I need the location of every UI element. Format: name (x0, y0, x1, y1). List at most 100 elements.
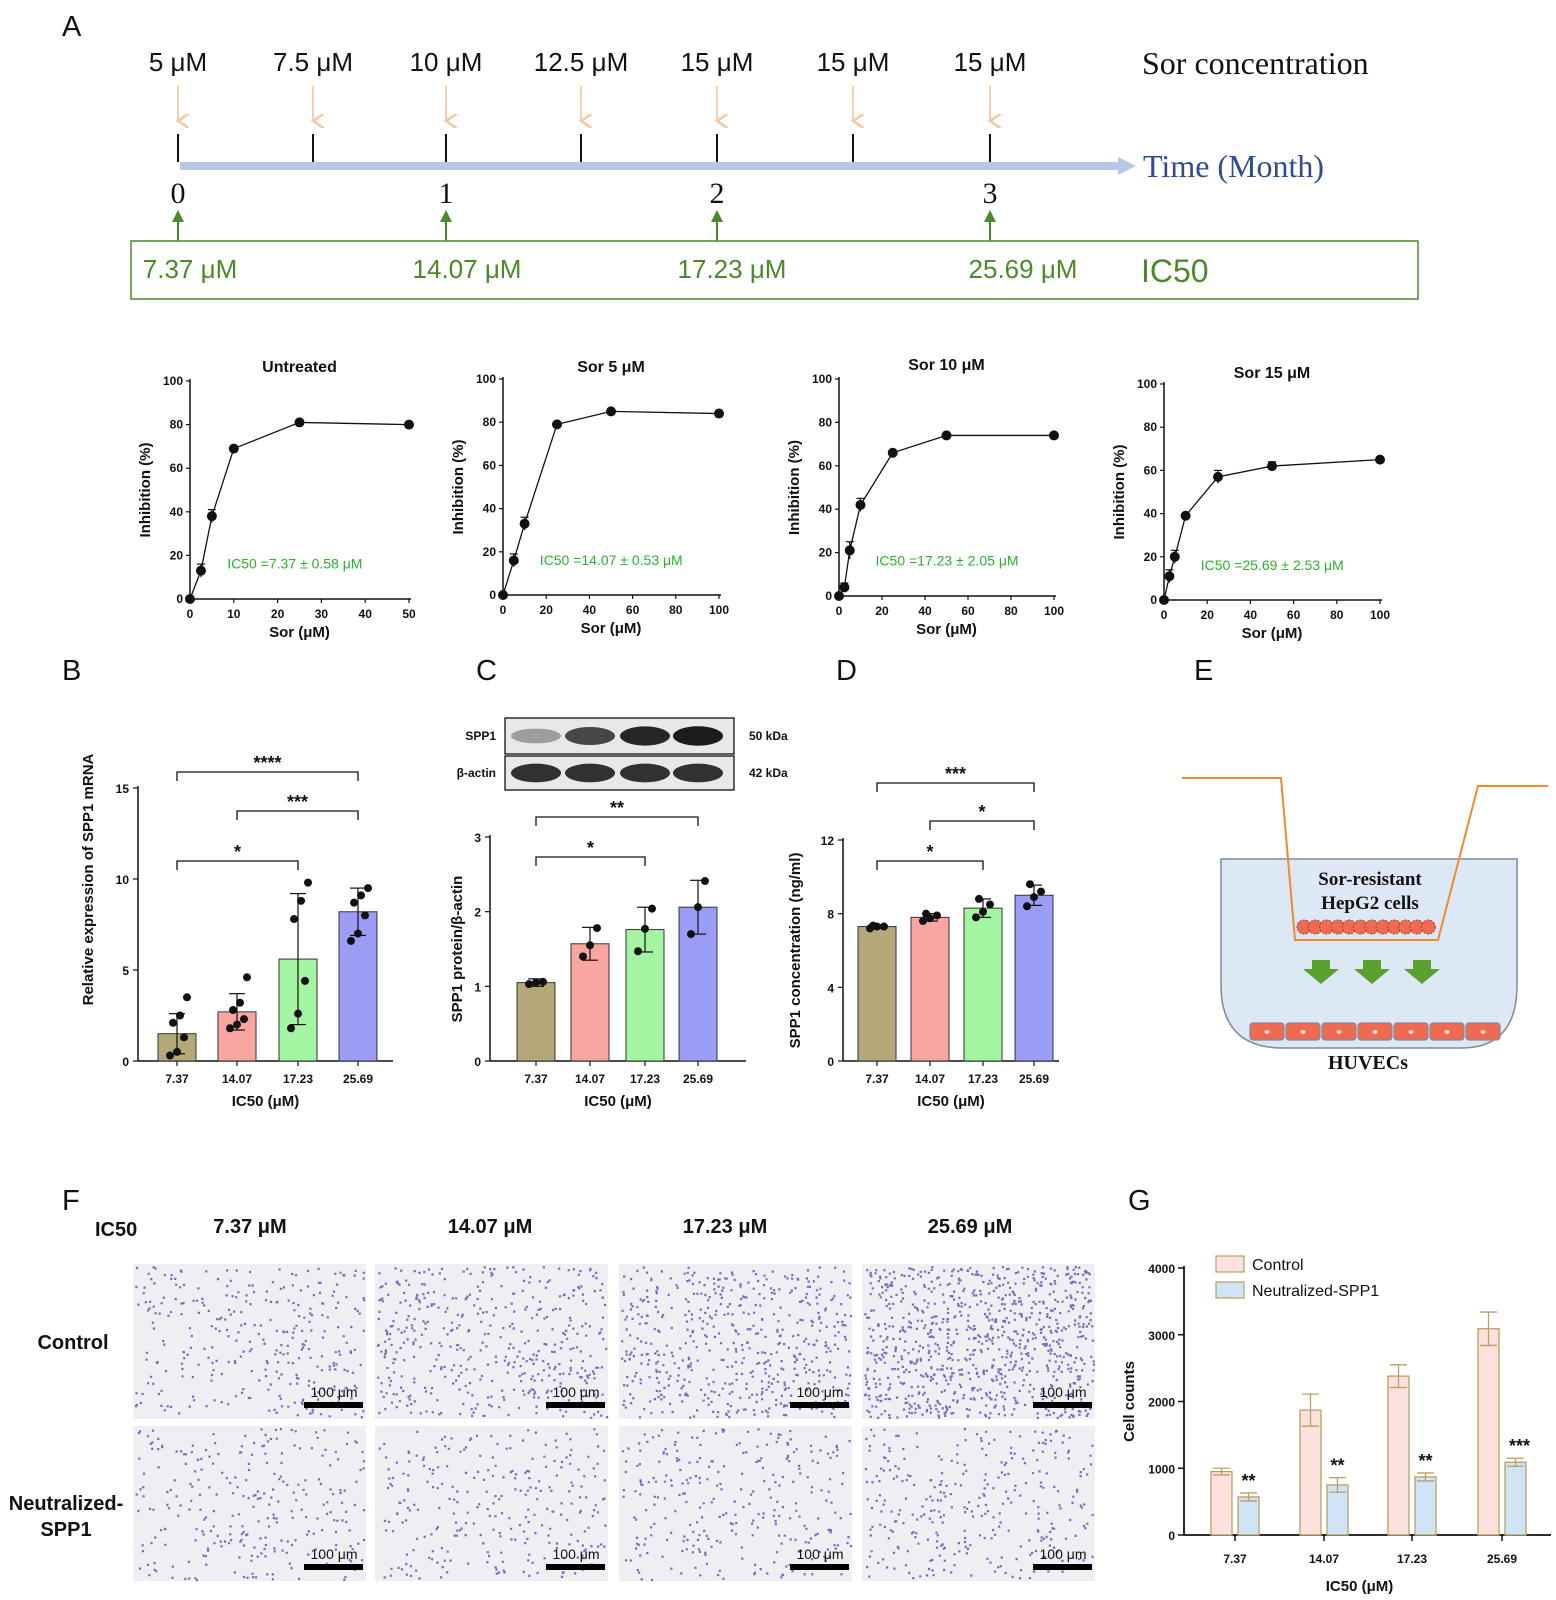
y-tick-label: 80 (1144, 420, 1158, 434)
x-tick-label: 60 (626, 603, 640, 617)
y-tick-label: 40 (170, 505, 184, 519)
data-point (1213, 471, 1223, 482)
y-axis-label: SPP1 concentration (ng/ml) (787, 853, 804, 1049)
ic50-value: 7.37 μM (143, 254, 237, 284)
x-tick-label: 17.23 (968, 1072, 998, 1086)
blot-band (673, 726, 723, 746)
concentration-labels: 5 μM 7.5 μM 10 μM 12.5 μM 15 μM 15 μM 15 μM (149, 47, 1026, 162)
micrograph-background (133, 1426, 366, 1581)
legend-swatch (1215, 1255, 1245, 1273)
panel-g-letter: G (1128, 1185, 1151, 1217)
band-label: β-actin (457, 766, 496, 780)
y-tick-label: 2000 (1148, 1396, 1175, 1410)
down-arrow (1354, 960, 1390, 984)
x-tick-label: 60 (961, 604, 975, 618)
month-up-arrowhead (711, 210, 723, 222)
replicate-point (634, 947, 642, 956)
sor-concentration-label: Sor concentration (1142, 45, 1369, 81)
panel-e: E Sor-resistant HepG2 cells HUVECs (1182, 655, 1548, 1074)
scale-label: 100 μm (553, 1384, 600, 1400)
y-axis-label: Inhibition (%) (137, 443, 154, 538)
x-tick-label: 40 (359, 607, 373, 621)
stained-cells (377, 1266, 609, 1419)
significance-bracket (929, 820, 1035, 830)
data-point (1159, 595, 1169, 605)
data-point (1375, 454, 1385, 465)
y-tick-label: 60 (483, 458, 497, 472)
data-point (839, 582, 850, 593)
replicate-point (1030, 893, 1038, 902)
blot-band (565, 727, 615, 745)
data-point (519, 518, 530, 529)
bar (570, 943, 610, 1062)
bar (1299, 1409, 1322, 1536)
bar (910, 916, 950, 1062)
x-tick-label: 20 (540, 603, 554, 617)
y-tick-label: 40 (483, 502, 497, 516)
y-tick-label: 4000 (1148, 1262, 1175, 1276)
significance-label: *** (945, 764, 966, 784)
replicate-point (687, 930, 695, 939)
x-axis-label: Sor (μM) (269, 624, 330, 641)
concentration-label: 5 μM (149, 47, 207, 77)
x-tick-label: 100 (709, 603, 729, 617)
series-line (189, 421, 410, 600)
replicate-point (233, 1020, 241, 1029)
y-tick-label: 20 (170, 548, 184, 562)
hepg2-cells (1296, 919, 1436, 935)
curve-sor10: 0 20 40 60 80 100 0 20 40 60 80 100 Sor 10 μM Sor (μM… (786, 357, 1064, 638)
ic50-box (130, 240, 1419, 300)
y-tick-label: 80 (483, 415, 497, 429)
data-point (844, 545, 855, 556)
panel-g: G 0 1000 2000 3000 4000 7.37 ** 14.07 ** 17.23 ** 25… (1121, 1185, 1551, 1595)
replicate-point (694, 903, 702, 912)
concentration-label: 15 μM (817, 47, 890, 77)
data-point (855, 499, 866, 510)
significance-bracket (876, 782, 1035, 792)
replicate-point (869, 921, 877, 930)
micrograph: 100 μm (862, 1264, 1096, 1419)
replicate-point (173, 1047, 181, 1056)
series-line (502, 410, 720, 596)
y-tick-label: 3 (474, 831, 481, 845)
significance-bracket (535, 856, 646, 866)
y-tick-label: 15 (116, 782, 130, 796)
data-point (887, 447, 898, 458)
x-axis-label: Sor (μM) (1242, 625, 1303, 642)
x-tick-label: 0 (500, 603, 507, 617)
x-tick-label: 30 (315, 607, 329, 621)
micrograph-background (619, 1264, 852, 1419)
micrograph-background (619, 1426, 852, 1581)
significance-bracket (535, 816, 699, 826)
y-tick-label: 0 (176, 592, 183, 606)
bar (1237, 1496, 1260, 1536)
x-tick-label: 7.37 (1223, 1552, 1247, 1566)
significance-label: *** (287, 792, 308, 812)
x-tick-label: 20 (271, 607, 285, 621)
replicate-point (290, 915, 298, 924)
data-point (606, 406, 616, 417)
y-tick-label: 5 (122, 964, 129, 978)
legend-swatch (1215, 1281, 1245, 1299)
row-label: Neutralized- (9, 1493, 123, 1515)
data-point (1164, 571, 1175, 582)
timeline-arrowhead (1118, 157, 1136, 175)
data-point (714, 408, 724, 419)
y-tick-label: 100 (163, 374, 183, 388)
month-up-arrowhead (172, 210, 184, 222)
replicate-point (301, 976, 309, 985)
x-tick-label: 7.37 (865, 1072, 889, 1086)
panel-letter: C (476, 655, 497, 687)
replicate-point (539, 977, 547, 986)
ic50-value: 25.69 μM (969, 254, 1078, 284)
y-axis-label: Relative expression of SPP1 mRNA (80, 753, 97, 1005)
x-tick-label: 17.23 (283, 1072, 313, 1086)
significance-label: * (926, 842, 933, 862)
stained-cells (135, 1266, 366, 1419)
y-tick-label: 100 (476, 372, 496, 386)
replicate-point (236, 998, 244, 1007)
curve-sor15: 0 20 40 60 80 100 0 20 40 60 80 100 Sor 15 μM Sor (μM… (1111, 365, 1390, 642)
x-tick-label: 80 (669, 603, 683, 617)
